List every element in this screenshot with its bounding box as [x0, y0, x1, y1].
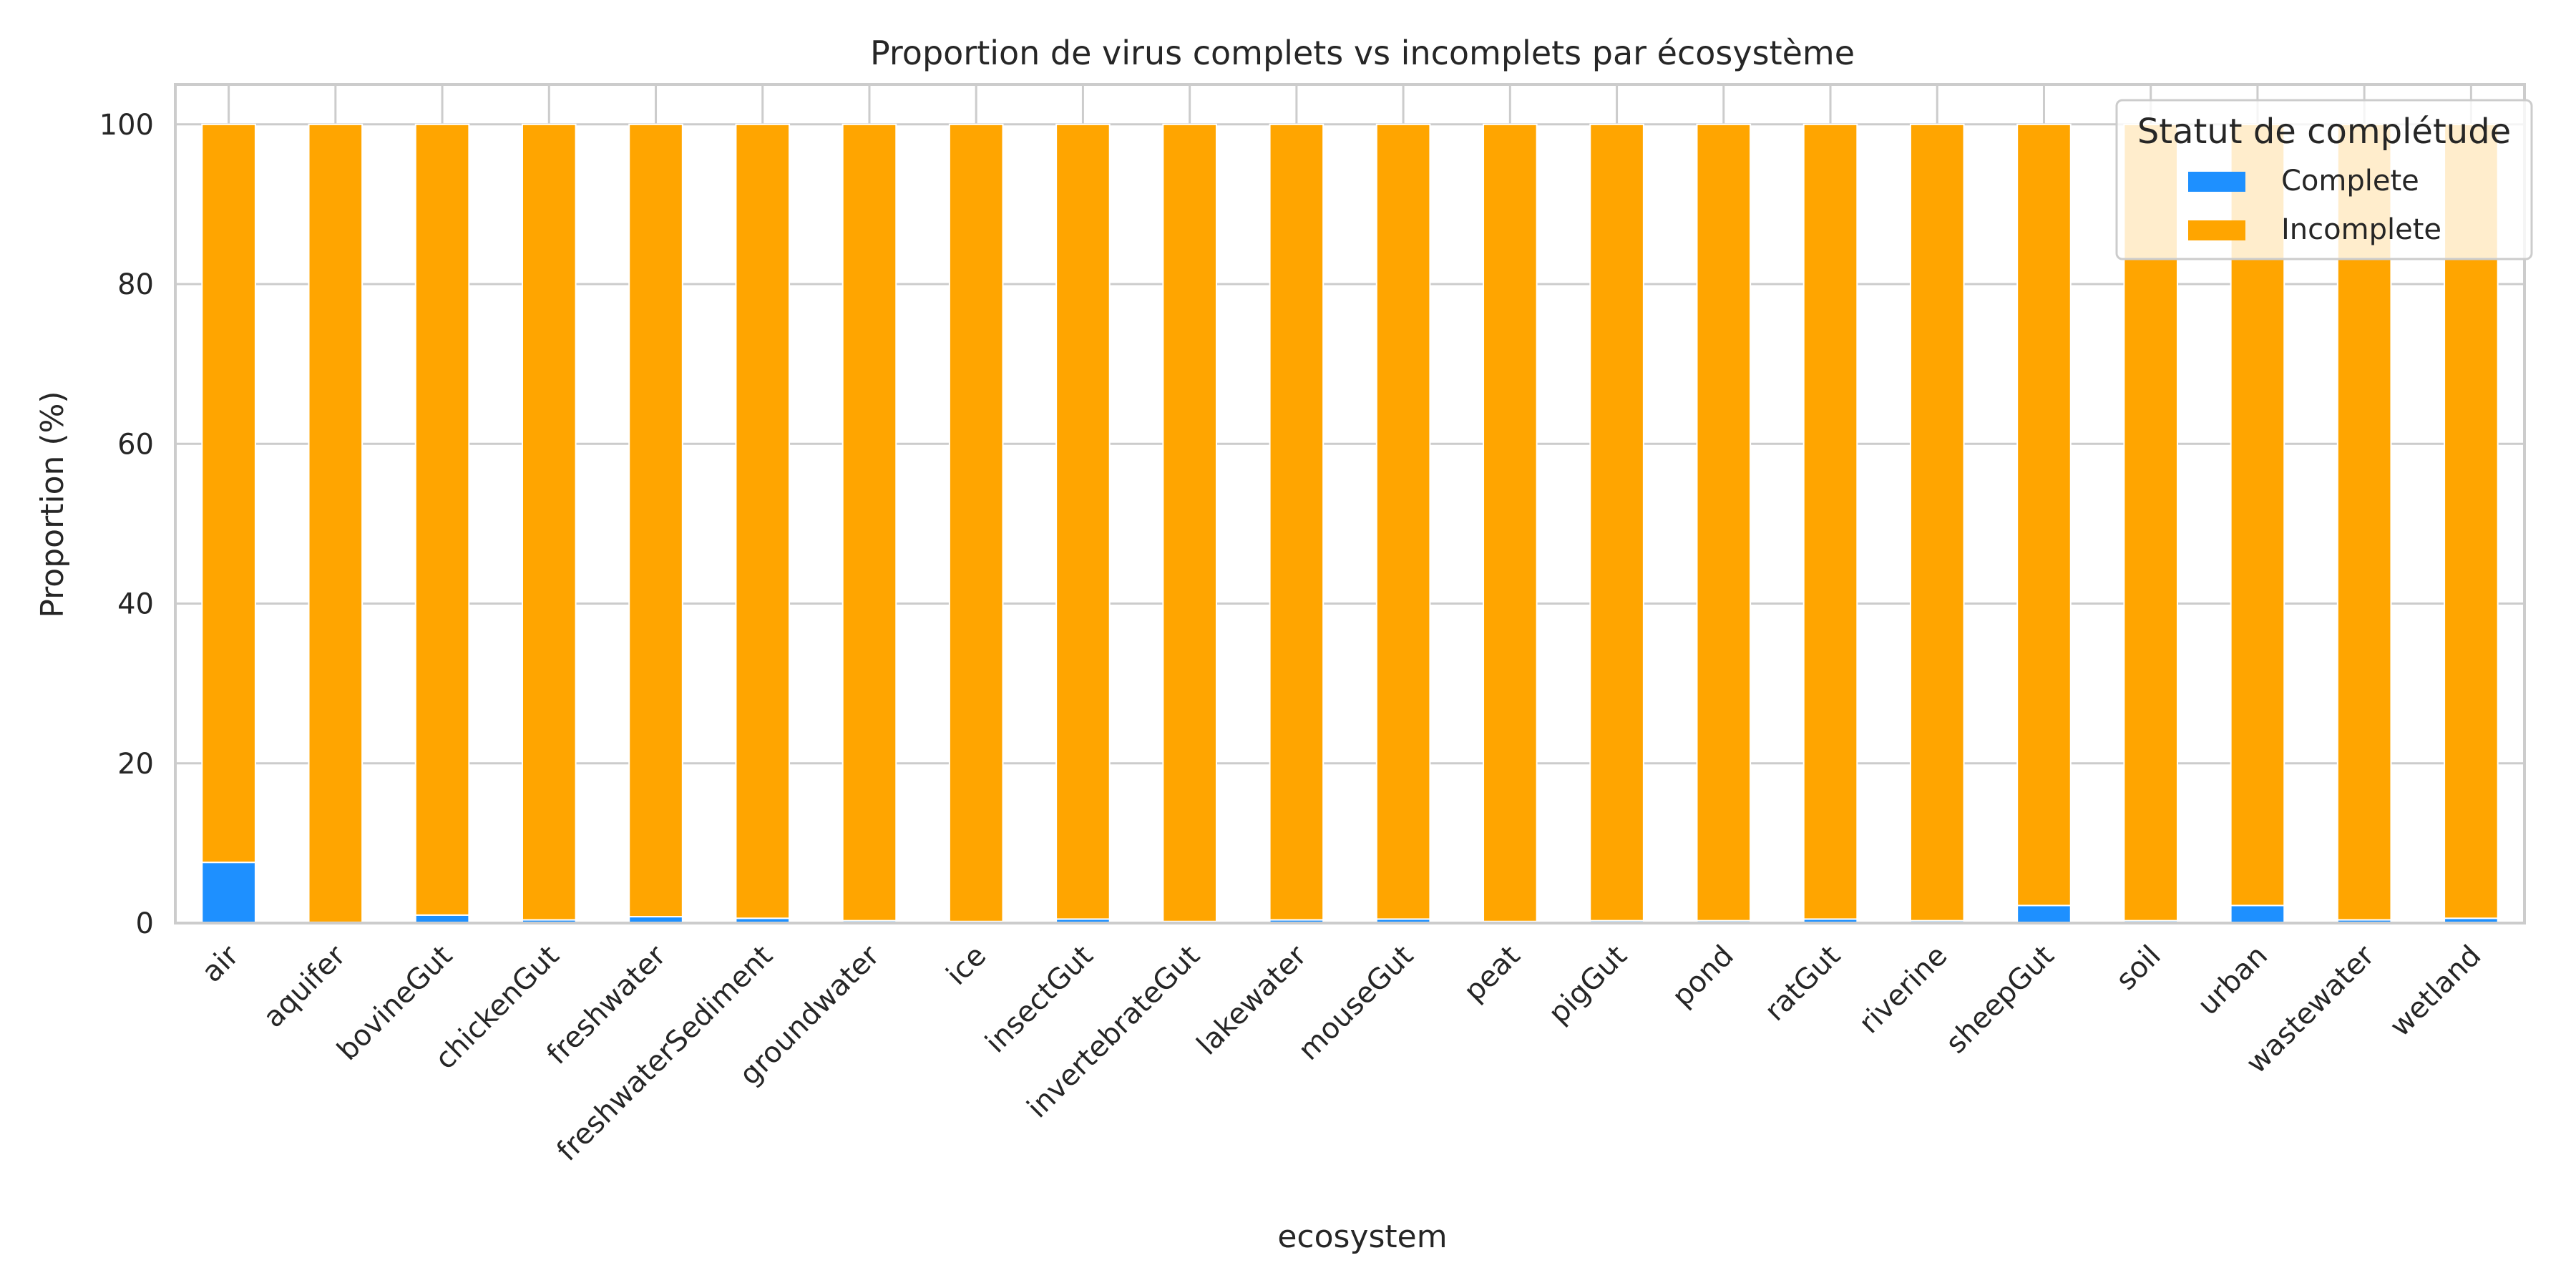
bar-incomplete-peat — [1483, 123, 1538, 922]
bar-incomplete-ice — [948, 123, 1004, 922]
bar-complete-urban — [2230, 904, 2285, 924]
legend-swatch-complete — [2188, 172, 2245, 192]
x-axis-label: ecosystem — [1277, 1219, 1447, 1255]
y-tick-label: 100 — [99, 109, 154, 142]
y-tick-label: 60 — [117, 428, 154, 461]
bar-incomplete-sheepGut — [2016, 123, 2072, 907]
bar-complete-sheepGut — [2016, 904, 2072, 924]
y-tick-label: 80 — [117, 268, 154, 301]
legend: Statut de complétude Complete Incomplete — [2115, 99, 2533, 260]
bar-incomplete-insectGut — [1055, 123, 1111, 920]
y-tick-labels: 0 20 40 60 80 100 — [99, 109, 154, 940]
bar-incomplete-groundwater — [841, 123, 897, 922]
bar-incomplete-pigGut — [1589, 123, 1644, 922]
y-tick-label: 40 — [117, 588, 154, 621]
legend-items: Complete Incomplete — [2188, 165, 2441, 246]
bar-incomplete-aquifer — [308, 123, 364, 923]
legend-label-incomplete: Incomplete — [2281, 213, 2441, 246]
bar-incomplete-air — [201, 123, 256, 864]
bars — [201, 123, 2499, 924]
legend-label-complete: Complete — [2281, 165, 2419, 197]
bar-incomplete-freshwaterSediment — [735, 123, 791, 919]
bar-incomplete-ratGut — [1802, 123, 1858, 920]
bar-complete-air — [201, 862, 256, 924]
plot-frame — [174, 83, 2526, 924]
bar-incomplete-chickenGut — [521, 123, 577, 921]
bar-incomplete-invertebrateGut — [1162, 123, 1217, 922]
bar-incomplete-lakewater — [1269, 123, 1324, 921]
legend-box — [2115, 99, 2533, 260]
bar-incomplete-mouseGut — [1375, 123, 1431, 920]
y-tick-label: 0 — [136, 907, 154, 940]
bar-incomplete-riverine — [1909, 123, 1965, 922]
bar-incomplete-freshwater — [628, 123, 683, 918]
legend-swatch-incomplete — [2188, 220, 2245, 240]
bar-incomplete-bovineGut — [414, 123, 470, 916]
y-axis-label: Proportion (%) — [34, 391, 71, 618]
y-tick-label: 20 — [117, 748, 154, 781]
legend-title: Statut de complétude — [2137, 112, 2511, 152]
bar-incomplete-pond — [1696, 123, 1752, 922]
chart-title: Proportion de virus complets vs incomple… — [870, 34, 1855, 72]
